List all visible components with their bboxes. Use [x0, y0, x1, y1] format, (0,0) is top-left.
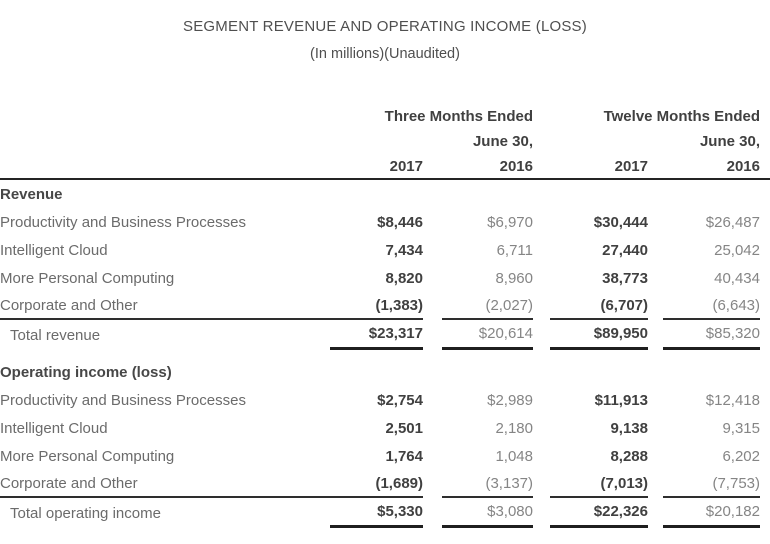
row-label: Intelligent Cloud: [0, 241, 108, 259]
cell-value: 8,820: [385, 269, 423, 287]
operating-income-section: Operating income (loss) Productivity and…: [0, 358, 760, 528]
cell-value: $2,754: [377, 391, 423, 409]
table-row: More Personal Computing 1,764 1,048 8,28…: [0, 442, 760, 470]
cell-value: $5,330: [330, 498, 423, 528]
cell-value: 40,434: [714, 269, 760, 287]
section-heading-revenue: Revenue: [0, 185, 63, 203]
cell-value: $20,182: [663, 498, 760, 528]
cell-value: 27,440: [602, 241, 648, 259]
cell-value: $20,614: [442, 320, 533, 350]
column-header-year: 2017: [614, 157, 648, 175]
column-header-year: 2016: [726, 157, 760, 175]
cell-value: $3,080: [442, 498, 533, 528]
cell-value: $22,326: [550, 498, 648, 528]
cell-value: 7,434: [385, 241, 423, 259]
table-row: Corporate and Other (1,383) (2,027) (6,7…: [0, 292, 760, 320]
cell-value: $2,989: [487, 391, 533, 409]
cell-value: 8,288: [610, 447, 648, 465]
total-row-revenue: Total revenue $23,317 $20,614 $89,950 $8…: [0, 320, 760, 350]
page-subtitle: (In millions)(Unaudited): [310, 46, 460, 62]
table-row: Productivity and Business Processes $2,7…: [0, 386, 760, 414]
page-title: SEGMENT REVENUE AND OPERATING INCOME (LO…: [183, 18, 587, 35]
cell-value: $89,950: [550, 320, 648, 350]
section-heading-row: Revenue: [0, 180, 760, 208]
section-heading-row: Operating income (loss): [0, 358, 760, 386]
total-row-operating-income: Total operating income $5,330 $3,080 $22…: [0, 498, 760, 528]
row-label: Productivity and Business Processes: [0, 213, 246, 231]
header-spacer: [0, 104, 330, 128]
cell-value: $8,446: [377, 213, 423, 231]
header-date-twelve-months: June 30,: [699, 132, 760, 150]
header-spacer: [0, 154, 330, 178]
header-group-twelve-months: Twelve Months Ended: [603, 107, 760, 125]
cell-value: $85,320: [663, 320, 760, 350]
table-row: Corporate and Other (1,689) (3,137) (7,0…: [0, 470, 760, 498]
cell-value: (2,027): [442, 292, 533, 320]
cell-value: 2,180: [495, 419, 533, 437]
cell-value: $6,970: [487, 213, 533, 231]
cell-value: (6,643): [663, 292, 760, 320]
segment-table: Three Months Ended Twelve Months Ended J…: [0, 104, 770, 528]
row-label: Corporate and Other: [0, 470, 330, 498]
cell-value: (7,013): [550, 470, 648, 498]
cell-value: $23,317: [330, 320, 423, 350]
header-date-three-months: June 30,: [472, 132, 533, 150]
header-spacer: [0, 128, 330, 154]
column-header-year: 2016: [499, 157, 533, 175]
row-label: Corporate and Other: [0, 292, 330, 320]
row-label: Total revenue: [10, 326, 101, 344]
table-row: Intelligent Cloud 2,501 2,180 9,138 9,31…: [0, 414, 760, 442]
header-year-row: 2017 2016 2017 2016: [0, 154, 760, 178]
header-group-three-months: Three Months Ended: [384, 107, 533, 125]
cell-value: 6,202: [722, 447, 760, 465]
cell-value: $12,418: [705, 391, 760, 409]
table-body: Revenue Productivity and Business Proces…: [0, 180, 770, 528]
table-header: Three Months Ended Twelve Months Ended J…: [0, 104, 770, 180]
cell-value: 9,138: [610, 419, 648, 437]
cell-value: 25,042: [714, 241, 760, 259]
table-row: Productivity and Business Processes $8,4…: [0, 208, 760, 236]
row-label: More Personal Computing: [0, 447, 175, 465]
cell-value: (6,707): [550, 292, 648, 320]
cell-value: 2,501: [385, 419, 423, 437]
cell-value: (7,753): [663, 470, 760, 498]
cell-value: $30,444: [593, 213, 648, 231]
column-header-year: 2017: [389, 157, 423, 175]
row-label: Total operating income: [10, 504, 161, 522]
cell-value: (3,137): [442, 470, 533, 498]
table-row: Intelligent Cloud 7,434 6,711 27,440 25,…: [0, 236, 760, 264]
cell-value: (1,383): [330, 292, 423, 320]
cell-value: $26,487: [705, 213, 760, 231]
cell-value: 8,960: [495, 269, 533, 287]
cell-value: $11,913: [594, 391, 648, 409]
cell-value: (1,689): [330, 470, 423, 498]
section-heading-operating-income: Operating income (loss): [0, 363, 172, 381]
cell-value: 1,764: [385, 447, 423, 465]
row-label: Productivity and Business Processes: [0, 391, 246, 409]
header-group-row: Three Months Ended Twelve Months Ended: [0, 104, 760, 128]
cell-value: 6,711: [496, 241, 533, 259]
cell-value: 1,048: [495, 447, 533, 465]
row-label: More Personal Computing: [0, 269, 175, 287]
row-label: Intelligent Cloud: [0, 419, 108, 437]
cell-value: 9,315: [722, 419, 760, 437]
table-row: More Personal Computing 8,820 8,960 38,7…: [0, 264, 760, 292]
header-date-row: June 30, June 30,: [0, 128, 760, 154]
cell-value: 38,773: [602, 269, 648, 287]
